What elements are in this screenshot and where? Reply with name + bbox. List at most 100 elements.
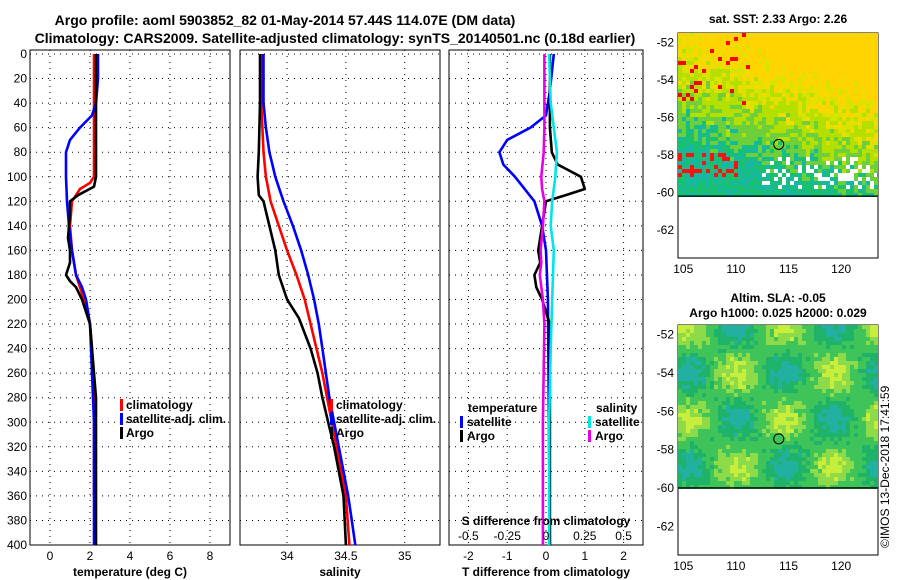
heat-cell <box>846 109 850 113</box>
heat-cell <box>738 357 742 361</box>
heat-cell <box>746 85 750 89</box>
heat-cell <box>826 421 830 425</box>
heat-cell <box>830 473 834 477</box>
heat-cell <box>766 189 770 193</box>
heat-cell <box>870 421 874 425</box>
heat-cell <box>734 65 738 69</box>
heat-cell <box>678 425 682 429</box>
heat-cell <box>806 45 810 49</box>
heat-cell <box>758 189 762 193</box>
heat-cell <box>702 485 706 489</box>
heat-cell <box>762 369 766 373</box>
heat-cell <box>854 473 858 477</box>
heat-cell <box>698 85 702 89</box>
heat-cell <box>750 393 754 397</box>
heat-cell <box>846 469 850 473</box>
heat-cell <box>850 385 854 389</box>
heat-cell <box>778 401 782 405</box>
heat-cell <box>766 125 770 129</box>
heat-cell <box>686 393 690 397</box>
heat-cell <box>874 133 878 137</box>
heat-cell <box>814 325 818 329</box>
heat-cell <box>782 349 786 353</box>
heat-cell <box>778 477 782 481</box>
heat-cell <box>770 125 774 129</box>
heat-cell <box>682 157 686 161</box>
heat-cell <box>758 365 762 369</box>
heat-cell <box>762 401 766 405</box>
heat-cell <box>702 189 706 193</box>
heat-cell <box>870 65 874 69</box>
heat-cell <box>754 157 758 161</box>
heat-cell <box>734 405 738 409</box>
heat-cell <box>810 477 814 481</box>
series-line-satellite <box>64 54 100 545</box>
heat-cell <box>778 385 782 389</box>
heat-cell <box>798 365 802 369</box>
heat-cell <box>750 381 754 385</box>
heat-cell <box>818 349 822 353</box>
heat-cell <box>874 141 878 145</box>
heat-cell <box>714 353 718 357</box>
heat-cell <box>766 105 770 109</box>
heat-cell <box>714 393 718 397</box>
heat-cell <box>758 445 762 449</box>
heat-cell <box>758 97 762 101</box>
heat-cell <box>690 325 694 329</box>
heat-cell <box>846 385 850 389</box>
heat-cell <box>850 97 854 101</box>
heat-cell <box>810 37 814 41</box>
heat-cell <box>682 129 686 133</box>
heat-cell <box>818 137 822 141</box>
heat-cell <box>830 129 834 133</box>
heat-cell <box>730 325 734 329</box>
heat-cell <box>694 129 698 133</box>
heat-cell <box>846 473 850 477</box>
heat-cell <box>734 49 738 53</box>
map-y-tick-label: -58 <box>657 148 675 162</box>
heat-cell <box>826 329 830 333</box>
heat-cell <box>746 181 750 185</box>
heat-cell <box>854 117 858 121</box>
heat-cell <box>782 409 786 413</box>
heat-cell <box>810 425 814 429</box>
heat-cell <box>734 61 738 65</box>
heat-cell <box>786 329 790 333</box>
heat-cell <box>726 329 730 333</box>
heat-cell <box>810 189 814 193</box>
heat-cell <box>778 441 782 445</box>
heat-cell <box>874 349 878 353</box>
heat-cell <box>798 49 802 53</box>
heat-cell <box>830 477 834 481</box>
heat-cell <box>866 393 870 397</box>
heat-cell <box>706 97 710 101</box>
heat-cell <box>718 373 722 377</box>
heat-cell <box>786 337 790 341</box>
heat-cell <box>698 41 702 45</box>
heat-cell <box>834 153 838 157</box>
heat-cell <box>678 113 682 117</box>
heat-cell <box>806 173 810 177</box>
heat-cell <box>686 325 690 329</box>
heat-cell <box>862 133 866 137</box>
heat-cell <box>818 149 822 153</box>
heat-cell <box>790 353 794 357</box>
heat-cell <box>806 481 810 485</box>
heat-cell <box>798 173 802 177</box>
heat-cell <box>726 377 730 381</box>
heat-cell <box>754 481 758 485</box>
heat-cell <box>694 381 698 385</box>
heat-cell <box>718 105 722 109</box>
heat-cell <box>866 385 870 389</box>
heat-cell <box>774 429 778 433</box>
heat-cell <box>842 133 846 137</box>
heat-cell <box>742 401 746 405</box>
heat-cell <box>722 397 726 401</box>
heat-cell <box>850 145 854 149</box>
heat-cell <box>750 81 754 85</box>
heat-cell <box>854 477 858 481</box>
heat-cell <box>726 157 730 161</box>
heat-cell <box>862 193 866 197</box>
heat-cell <box>862 141 866 145</box>
heat-cell <box>870 389 874 393</box>
